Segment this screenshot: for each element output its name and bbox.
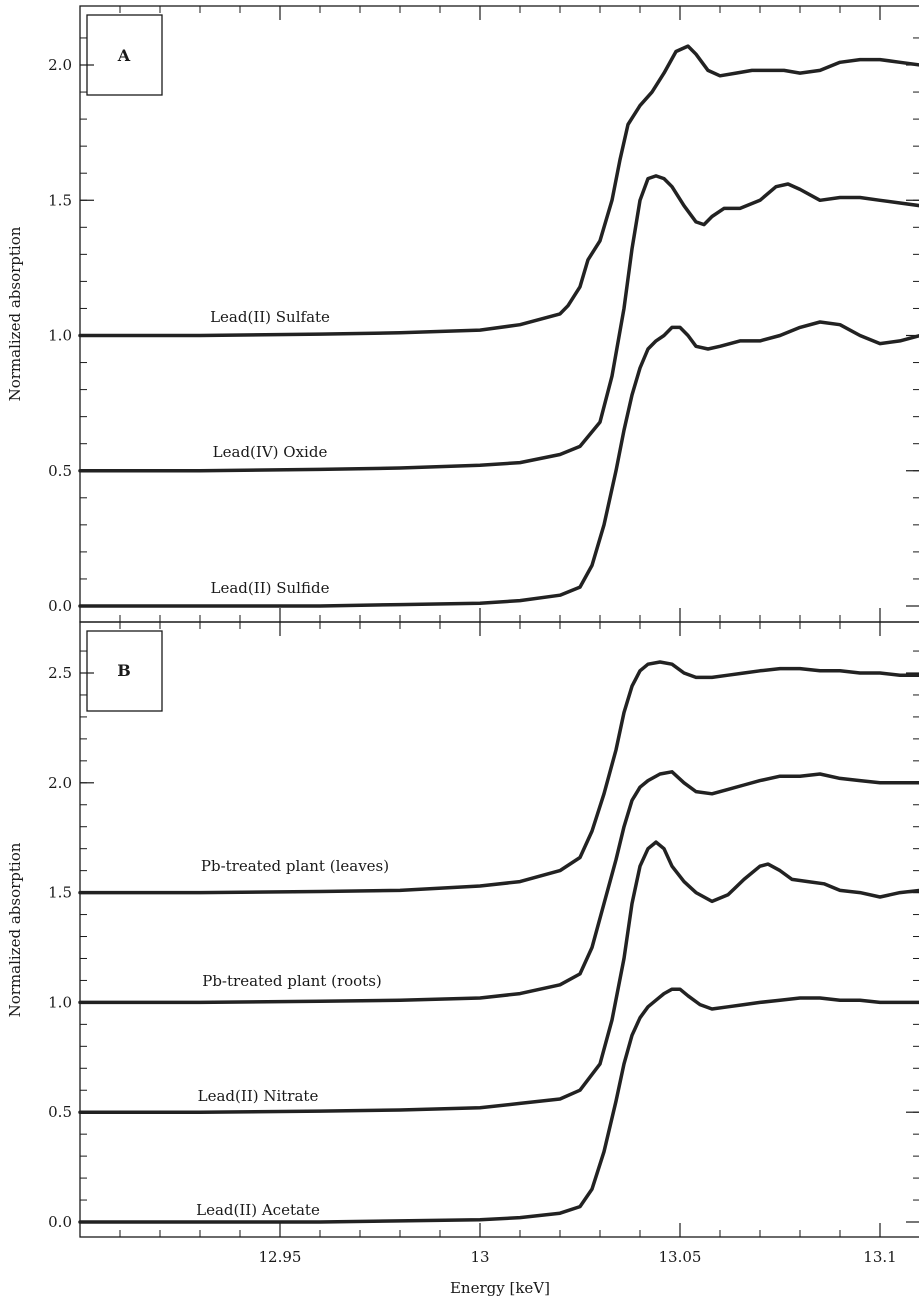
panel-b-label: B	[117, 661, 131, 680]
panel-a-frame	[79, 5, 919, 623]
series-label: Lead(II) Sulfate	[210, 308, 330, 326]
series-label: Lead(II) Acetate	[196, 1201, 320, 1219]
panel-a-series	[78, 44, 919, 608]
panel-a-series-labels: Lead(II) Sulfate Lead(IV) Oxide Lead(II) S…	[210, 308, 330, 597]
panel-b: B Normalized absorption Energy [keV] 0.0…	[6, 621, 919, 1297]
series-label: Pb-treated plant (roots)	[202, 972, 382, 990]
panel-b-ylabel: Normalized absorption	[6, 842, 24, 1017]
panel-b-frame	[79, 621, 919, 1238]
x-axis-title: Energy [keV]	[450, 1279, 550, 1297]
panel-a: A Normalized absorption 0.00.51.01.52.0 …	[6, 5, 919, 623]
series-line	[78, 840, 919, 1114]
x-tick-label: 13.1	[863, 1248, 896, 1266]
y-tick-label: 1.0	[48, 993, 72, 1011]
x-tick-label: 13	[470, 1248, 489, 1266]
y-tick-label: 1.5	[48, 884, 72, 902]
series-label: Lead(II) Sulfide	[211, 579, 330, 597]
series-line	[78, 320, 919, 608]
series-line	[78, 660, 919, 895]
series-line	[78, 770, 919, 1005]
series-line	[78, 44, 919, 338]
y-tick-label: 2.0	[48, 56, 72, 74]
y-tick-label: 1.5	[48, 191, 72, 209]
y-tick-label: 1.0	[48, 327, 72, 345]
y-tick-label: 0.5	[48, 1103, 72, 1121]
y-tick-label: 0.0	[48, 1213, 72, 1231]
x-tick-label: 12.95	[259, 1248, 302, 1266]
y-tick-label: 2.5	[48, 664, 72, 682]
panel-a-label-box	[86, 14, 163, 96]
panel-b-series	[78, 660, 919, 1224]
panel-a-label: A	[117, 46, 131, 65]
y-tick-label: 2.0	[48, 774, 72, 792]
series-line	[78, 987, 919, 1224]
x-tick-label: 13.05	[659, 1248, 702, 1266]
y-tick-label: 0.5	[48, 462, 72, 480]
panel-a-axes: 0.0 0.5 1.0 1.5 2.0	[48, 6, 919, 622]
series-line	[78, 174, 919, 473]
series-label: Lead(IV) Oxide	[213, 443, 328, 461]
panel-b-label-box	[86, 630, 163, 712]
panel-b-axes: 0.0 0.5 1.0 1.5 2.0 2.5 12.95 13 13.05 13.1	[48, 622, 919, 1266]
series-label: Pb-treated plant (leaves)	[201, 857, 389, 875]
series-label: Lead(II) Nitrate	[198, 1087, 319, 1105]
panel-a-ylabel: Normalized absorption	[6, 226, 24, 401]
panel-b-series-labels: Pb-treated plant (leaves) Pb-treated plan…	[196, 857, 389, 1219]
y-tick-label: 0.0	[48, 597, 72, 615]
